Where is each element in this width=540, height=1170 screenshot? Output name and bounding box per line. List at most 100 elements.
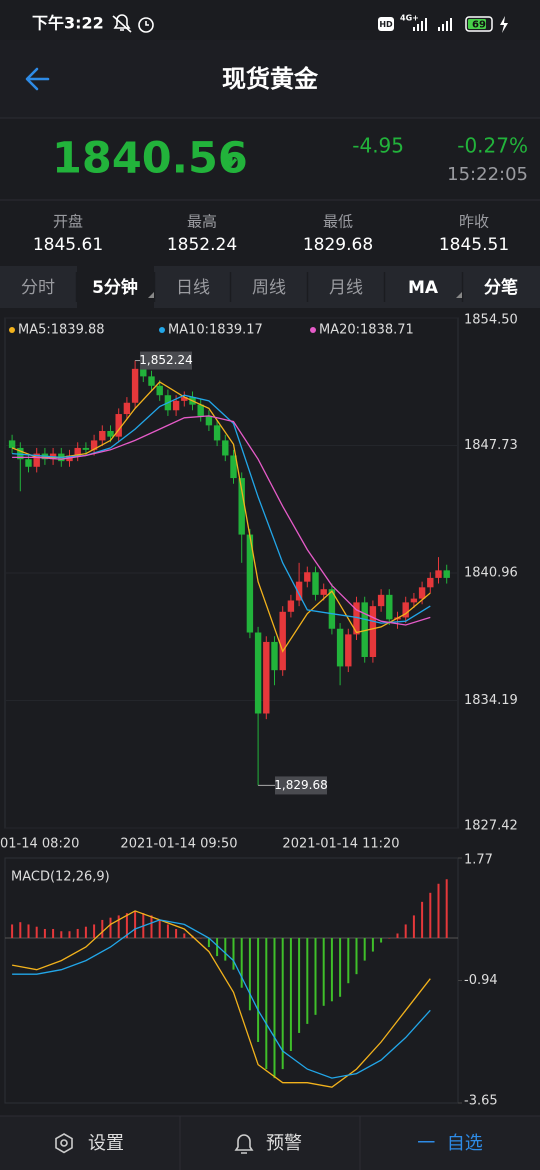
tab[interactable]: MA: [408, 278, 439, 298]
bar: [60, 931, 63, 939]
bar: [445, 879, 448, 939]
dropdown-mark: [148, 292, 154, 298]
page-title: 现货黄金: [222, 65, 319, 93]
candle-body: [246, 534, 254, 633]
dropdown-mark: [456, 292, 462, 298]
candle-body: [8, 440, 16, 448]
bar: [27, 924, 30, 939]
candle-body: [369, 606, 377, 657]
legend-entry: MA10:1839.17: [168, 323, 263, 338]
last-price: 1840.56: [52, 134, 248, 184]
bar: [134, 910, 137, 939]
line: [12, 415, 431, 626]
y-tick-label: -0.94: [464, 973, 498, 988]
candle-body: [115, 414, 122, 437]
tab[interactable]: 5分钟: [92, 277, 138, 298]
y-tick-label: 1840.96: [464, 566, 518, 581]
bar: [339, 938, 342, 997]
bar: [421, 901, 424, 939]
bar: [117, 915, 120, 939]
candle-body: [336, 628, 344, 667]
stats-row: 开盘 1845.61 最高 1852.24 最低 1829.68 昨收 1845.51: [33, 213, 509, 256]
bar: [150, 915, 153, 939]
candle-body: [279, 611, 286, 671]
tab[interactable]: 分笔: [484, 277, 518, 298]
candle-body: [410, 598, 418, 603]
hd-badge: [378, 17, 394, 31]
candle-body: [156, 385, 163, 396]
y-tick-label: 1834.19: [464, 693, 518, 708]
legend-entry: MA20:1838.71: [319, 323, 414, 338]
battery-level: [468, 19, 486, 29]
signal-icons: [413, 18, 452, 31]
battery-text: 69: [472, 20, 486, 31]
candle-body: [271, 641, 278, 671]
legend-dot: [310, 327, 316, 333]
candle-body: [312, 572, 319, 595]
annotation-box: [275, 776, 327, 795]
tabs: 分时 5分钟 日线 周线 月线 MA 分笔: [21, 266, 518, 308]
annotation-box: [140, 351, 192, 370]
price-change-pct: -0.27%: [457, 134, 528, 158]
candle-body: [148, 376, 155, 386]
candle-body: [263, 641, 270, 714]
nav-alert[interactable]: 预警: [266, 1133, 302, 1154]
candle-body: [172, 400, 180, 411]
back-button[interactable]: [25, 67, 50, 91]
bar: [248, 938, 251, 1011]
annotation-label: 1,829.68: [274, 778, 327, 792]
bar: [19, 922, 22, 939]
candle-body: [25, 459, 32, 467]
tab[interactable]: 日线: [176, 278, 210, 298]
bar: [363, 938, 366, 961]
bar: [412, 915, 415, 939]
nav-watchlist[interactable]: 一 自选: [417, 1133, 482, 1154]
nav-icons: [55, 1133, 254, 1154]
bar: [11, 924, 14, 939]
header-bar: [0, 40, 540, 118]
bar: [429, 892, 432, 939]
bar: [437, 883, 440, 939]
bar: [314, 938, 317, 1015]
candle-body: [230, 455, 237, 479]
candle-body: [254, 632, 262, 714]
y-tick-label: 1847.73: [464, 438, 518, 453]
tab[interactable]: 月线: [329, 278, 363, 298]
line: [11, 381, 431, 653]
tab-selected: [77, 266, 154, 308]
candle-body: [90, 440, 98, 450]
time-label: 2021-01-14 09:50: [120, 837, 237, 852]
stat-label: 开盘: [53, 213, 83, 231]
bar: [183, 933, 186, 939]
bar: [52, 928, 55, 939]
bar: [265, 938, 268, 1070]
y-tick-label: -3.65: [464, 1094, 498, 1109]
stat-value: 1845.51: [439, 235, 509, 255]
status-time: 下午3:22: [32, 14, 104, 33]
candle-body: [181, 397, 188, 401]
bar: [281, 938, 284, 1070]
stat-value: 1852.24: [167, 235, 237, 255]
legend-entry: MA5:1839.88: [18, 323, 105, 338]
macd-title: MACD(12,26,9): [11, 870, 110, 885]
stat-value: 1845.61: [33, 235, 103, 255]
nav-settings[interactable]: 设置: [88, 1133, 124, 1154]
stat-label: 昨收: [459, 213, 489, 231]
bar: [371, 938, 374, 952]
tab[interactable]: 分时: [21, 278, 55, 298]
quote-time: 15:22:05: [447, 164, 528, 185]
bar: [207, 938, 210, 948]
bottom-nav: [0, 1116, 540, 1170]
bar: [216, 938, 219, 957]
bar: [240, 938, 243, 988]
candle-body: [418, 587, 426, 599]
candle-body: [427, 577, 434, 588]
stat-value: 1829.68: [303, 235, 373, 255]
candle-body: [99, 430, 106, 441]
tab[interactable]: 周线: [252, 278, 286, 298]
network-text: 4G+: [400, 14, 419, 23]
annotation-label: 1,852.24: [139, 353, 192, 367]
candle-body: [328, 589, 336, 629]
candle-body: [361, 602, 368, 657]
